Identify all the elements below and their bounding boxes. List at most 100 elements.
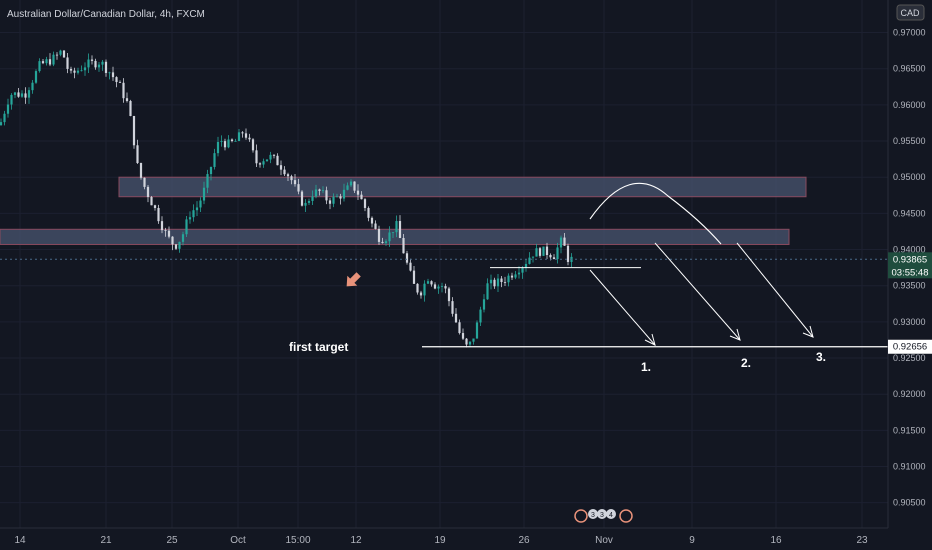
- candle-body: [202, 187, 206, 201]
- time-axis-ticks: 14 21 25 Oct 15:00 12 19 26 Nov 9 16 23: [14, 535, 868, 546]
- candle-body: [73, 70, 76, 73]
- resistance-zone[interactable]: [0, 228, 790, 245]
- candle-body: [216, 141, 220, 154]
- candle-body: [283, 169, 286, 175]
- candle-body: [118, 82, 122, 83]
- candle-body: [524, 263, 528, 268]
- candle-body: [108, 72, 111, 74]
- x-tick-label: 23: [856, 535, 868, 546]
- candle-body: [325, 190, 328, 201]
- currency-badge[interactable]: [896, 4, 925, 21]
- event-marker-badge: [588, 509, 598, 519]
- event-marker-icon[interactable]: [619, 509, 633, 523]
- candle-body: [489, 279, 493, 284]
- candle-body: [185, 219, 188, 235]
- y-tick-label: 0.92500: [893, 353, 926, 363]
- candle-body: [349, 181, 353, 186]
- svg-text:0.93865: 0.93865: [893, 254, 927, 265]
- candle-body: [265, 159, 269, 162]
- y-tick-label: 0.90500: [893, 498, 926, 508]
- candle-body: [76, 70, 80, 73]
- candle-body: [139, 163, 143, 178]
- candle-body: [496, 278, 500, 287]
- x-tick-label: 19: [434, 535, 446, 546]
- event-marker-icon[interactable]: [574, 509, 588, 523]
- down-right-arrow-icon[interactable]: [342, 269, 364, 291]
- candle-body: [451, 301, 454, 314]
- candle-body: [391, 232, 395, 234]
- candle-body: [132, 115, 136, 146]
- candle-body: [286, 174, 290, 177]
- target-label-1[interactable]: 1.: [641, 360, 651, 374]
- candle-body: [482, 299, 486, 310]
- x-tick-label: 15:00: [285, 535, 310, 546]
- arrow-head-3: [802, 325, 814, 338]
- candle-body: [335, 196, 339, 198]
- candle-body: [20, 93, 24, 97]
- candle-body: [304, 202, 307, 206]
- candle-body: [419, 292, 423, 296]
- projection-arc[interactable]: [589, 182, 722, 245]
- candle-body: [272, 154, 276, 156]
- candle-body: [353, 181, 356, 191]
- candle-body: [157, 207, 160, 222]
- candle-body: [405, 253, 409, 263]
- target-label-3[interactable]: 3.: [816, 350, 826, 364]
- candle-body: [213, 153, 216, 167]
- candle-body: [192, 210, 195, 218]
- price-axis[interactable]: 0.97000 0.96500 0.96000 0.95500 0.95000 0.945…: [887, 0, 932, 550]
- candle-body: [31, 82, 34, 91]
- candle-body: [150, 197, 153, 206]
- candle-body: [269, 154, 272, 160]
- candle-body: [416, 283, 419, 293]
- candle-body: [241, 132, 244, 134]
- candle-body: [97, 64, 101, 68]
- candle-body: [430, 281, 433, 285]
- candle-body: [507, 275, 510, 283]
- arrow-head-1: [644, 333, 656, 346]
- candle-body: [0, 122, 3, 126]
- candle-body: [24, 93, 27, 98]
- x-tick-label: 16: [770, 535, 782, 546]
- candle-body: [6, 104, 10, 114]
- candle-body: [486, 283, 489, 300]
- candle-body: [34, 71, 38, 83]
- candle-body: [500, 278, 503, 283]
- projection-arrow-3[interactable]: [736, 242, 814, 338]
- candle-body: [52, 54, 55, 65]
- grid-lines: [0, 0, 888, 528]
- candle-body: [559, 237, 563, 248]
- candle-body: [66, 57, 69, 69]
- candle-body: [363, 199, 367, 208]
- candle-body: [402, 237, 405, 254]
- candle-body: [206, 174, 209, 188]
- candle-body: [346, 185, 349, 190]
- event-marker-count: 4: [609, 512, 613, 519]
- projection-arrow-2[interactable]: [654, 242, 741, 341]
- time-axis[interactable]: 14 21 25 Oct 15:00 12 19 26 Nov 9 16 23: [0, 527, 888, 546]
- candle-body: [164, 230, 167, 231]
- candle-body: [101, 61, 104, 65]
- first-target-label[interactable]: first target: [289, 340, 348, 354]
- event-marker-badge: [597, 509, 607, 519]
- candle-body: [444, 286, 447, 289]
- projection-arrow-1[interactable]: [589, 269, 656, 346]
- drawings-layer[interactable]: first target 1. 2. 3.: [289, 182, 888, 374]
- resistance-zone[interactable]: [118, 176, 807, 198]
- candle-body: [104, 61, 108, 73]
- candle-body: [461, 333, 465, 339]
- candle-body: [493, 279, 496, 287]
- candle-body: [62, 50, 66, 58]
- candle-body: [111, 72, 115, 78]
- candle-body: [514, 274, 517, 278]
- candle-body: [10, 94, 13, 105]
- candle-body: [94, 60, 97, 68]
- candle-body: [195, 207, 199, 211]
- chart-title: Australian Dollar/Canadian Dollar, 4h, F…: [7, 9, 205, 20]
- event-markers[interactable]: 3 3 4: [574, 509, 633, 523]
- candle-body: [48, 59, 52, 65]
- candle-body: [566, 245, 570, 262]
- target-label-2[interactable]: 2.: [741, 356, 751, 370]
